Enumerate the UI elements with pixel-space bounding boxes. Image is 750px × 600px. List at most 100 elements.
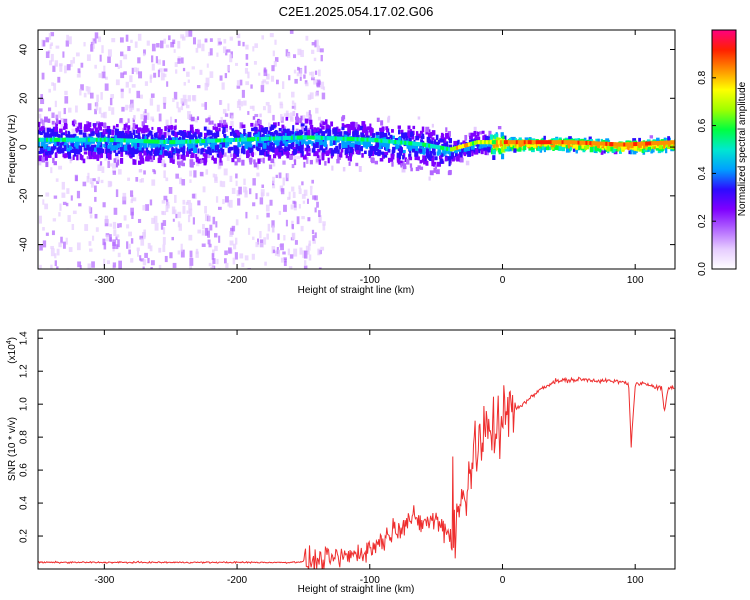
spectrogram-cell xyxy=(207,149,210,155)
spectrogram-cell xyxy=(39,131,43,136)
spectrogram-noise-cell xyxy=(291,233,295,240)
spectrogram-ridge-cell xyxy=(67,137,71,142)
spectrogram-cell xyxy=(147,142,150,148)
spectrogram-noise-cell xyxy=(151,217,155,224)
spectrogram-cell xyxy=(431,137,435,141)
spectrogram-cell xyxy=(55,152,58,158)
spectrogram-cell xyxy=(183,132,187,138)
spectrogram-ridge-cell xyxy=(213,138,217,143)
spectrogram-cell xyxy=(318,155,321,162)
spectrogram-cell xyxy=(439,138,442,143)
spectrogram-cell xyxy=(410,145,415,151)
spectrogram-cell xyxy=(307,148,311,152)
spectrogram-cell xyxy=(460,153,463,158)
spectrogram-cell xyxy=(415,135,420,141)
spectrogram-noise-cell xyxy=(127,46,131,52)
spectrogram-cell xyxy=(649,145,654,151)
spectrogram-ridge-cell xyxy=(368,137,372,142)
spectrogram-cell xyxy=(299,145,303,150)
spectrogram-ridge-cell xyxy=(541,140,545,145)
spectrogram-cell xyxy=(301,151,304,157)
spectrogram-noise-cell xyxy=(308,114,312,121)
snr-x-tick-label: 100 xyxy=(627,575,644,586)
spectrogram-cell xyxy=(497,126,502,130)
spectrogram-cell xyxy=(83,135,87,139)
spectrogram-noise-cell xyxy=(187,111,191,120)
spectrogram-noise-cell xyxy=(180,34,185,39)
spectrogram-noise-cell xyxy=(312,235,315,241)
spectrogram-ridge-cell xyxy=(505,140,509,145)
spectrogram-cell xyxy=(510,143,513,148)
spectrogram-ridge-cell xyxy=(247,137,251,142)
spectrogram-cell xyxy=(408,153,412,157)
spectrogram-noise-cell xyxy=(121,106,125,112)
spectrogram-cell xyxy=(157,144,161,148)
spectrogram-cell xyxy=(208,120,212,125)
spectrogram-noise-cell xyxy=(50,264,53,269)
spectrogram-cell xyxy=(377,149,382,154)
spectrogram-noise-cell xyxy=(294,78,298,84)
spectrogram-noise-cell xyxy=(257,238,260,245)
spectrogram-cell xyxy=(285,116,289,121)
spectrogram-ridge-cell xyxy=(645,141,649,146)
spectrogram-cell xyxy=(191,135,194,140)
spectrogram-cell xyxy=(566,142,571,147)
spectrogram-cell xyxy=(96,155,100,161)
spectrogram-cell xyxy=(138,136,141,141)
spectrogram-noise-cell xyxy=(131,194,134,202)
spectrogram-ridge-cell xyxy=(288,135,292,140)
spectrogram-cell xyxy=(212,126,216,130)
spectrogram-cell xyxy=(288,130,292,137)
spectrogram-noise-cell xyxy=(304,80,308,85)
spectrogram-cell xyxy=(458,146,462,152)
spectrogram-ridge-cell xyxy=(165,139,169,144)
spectrogram-ridge-cell xyxy=(340,136,344,141)
spectrogram-noise-cell xyxy=(278,92,281,99)
spectrogram-cell xyxy=(213,160,217,164)
spectrogram-noise-cell xyxy=(201,103,206,107)
spectrogram-cell xyxy=(211,140,214,146)
spectrogram-cell xyxy=(315,138,320,143)
spectrogram-noise-cell xyxy=(141,178,144,183)
spectrogram-ridge-cell xyxy=(57,137,61,142)
spectrogram-noise-cell xyxy=(224,113,229,117)
spectrogram-cell xyxy=(107,134,110,140)
spectrogram-noise-cell xyxy=(207,230,211,238)
spectrogram-ridge-cell xyxy=(579,140,583,145)
spectrogram-cell xyxy=(276,146,281,151)
spectrogram-noise-cell xyxy=(75,122,80,128)
spectrogram-cell xyxy=(447,171,452,176)
spectrogram-cell xyxy=(143,115,148,120)
spectrogram-cell xyxy=(445,127,448,132)
spectrogram-cell xyxy=(374,146,378,152)
spectrogram-cell xyxy=(159,149,163,155)
spectrogram-noise-cell xyxy=(303,260,307,265)
spectrogram-noise-cell xyxy=(72,210,77,215)
spectrogram-cell xyxy=(375,131,380,136)
spectrogram-noise-cell xyxy=(297,66,300,71)
spectrogram-noise-cell xyxy=(241,89,245,98)
spectrogram-noise-cell xyxy=(183,82,186,86)
spectrogram-noise-cell xyxy=(316,201,319,208)
spectrogram-cell xyxy=(127,125,131,130)
spectrogram-ridge-cell xyxy=(342,136,346,141)
spectrogram-cell xyxy=(575,144,579,150)
spectrogram-cell xyxy=(63,118,68,123)
spectrogram-cell xyxy=(48,150,53,155)
spectrogram-cell xyxy=(231,157,235,163)
spectrogram-noise-cell xyxy=(307,217,311,222)
spectrogram-noise-cell xyxy=(104,83,109,91)
spectrogram-ridge-cell xyxy=(282,136,286,141)
spectrogram-cell xyxy=(503,144,507,150)
spectrogram-noise-cell xyxy=(214,245,218,252)
spectrogram-cell xyxy=(176,131,181,136)
spectrogram-noise-cell xyxy=(231,225,236,232)
spectrogram-cell xyxy=(266,146,271,151)
spectrogram-ridge-cell xyxy=(38,137,41,142)
spectrogram-cell xyxy=(315,151,319,156)
snr-x-tick-label: -200 xyxy=(227,575,247,586)
spectrogram-cell xyxy=(100,148,105,154)
spectrogram-ridge-cell xyxy=(296,135,300,140)
spectrogram-cell xyxy=(380,132,384,137)
spectrogram-ridge-cell xyxy=(43,137,47,142)
